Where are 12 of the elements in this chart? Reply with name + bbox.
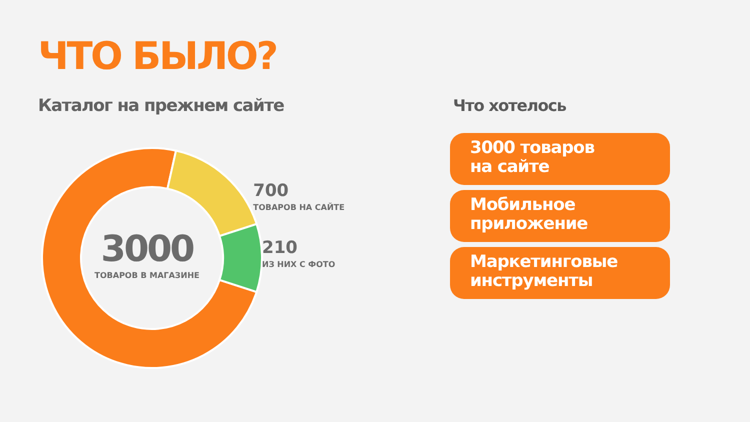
text: 3000 товаров на сайте [470, 138, 596, 177]
text: 210 [262, 238, 298, 258]
slice-label: ТОВАРОВ НА САЙТЕ [253, 202, 345, 212]
text: Что хотелось [453, 96, 567, 115]
text: 700 [253, 181, 289, 202]
chart-title: ЧТО БЫЛО? [38, 34, 276, 78]
text: Мобильное приложение [470, 195, 589, 234]
text: Маркетинговые инструменты [470, 252, 619, 291]
text: 3000 [100, 229, 194, 270]
chart-subtitle: Каталог на прежнем сайте [38, 96, 284, 116]
slice-label: ИЗ НИХ С ФОТО [262, 260, 336, 269]
slice-label: ТОВАРОВ В МАГАЗИНЕ [94, 271, 200, 280]
